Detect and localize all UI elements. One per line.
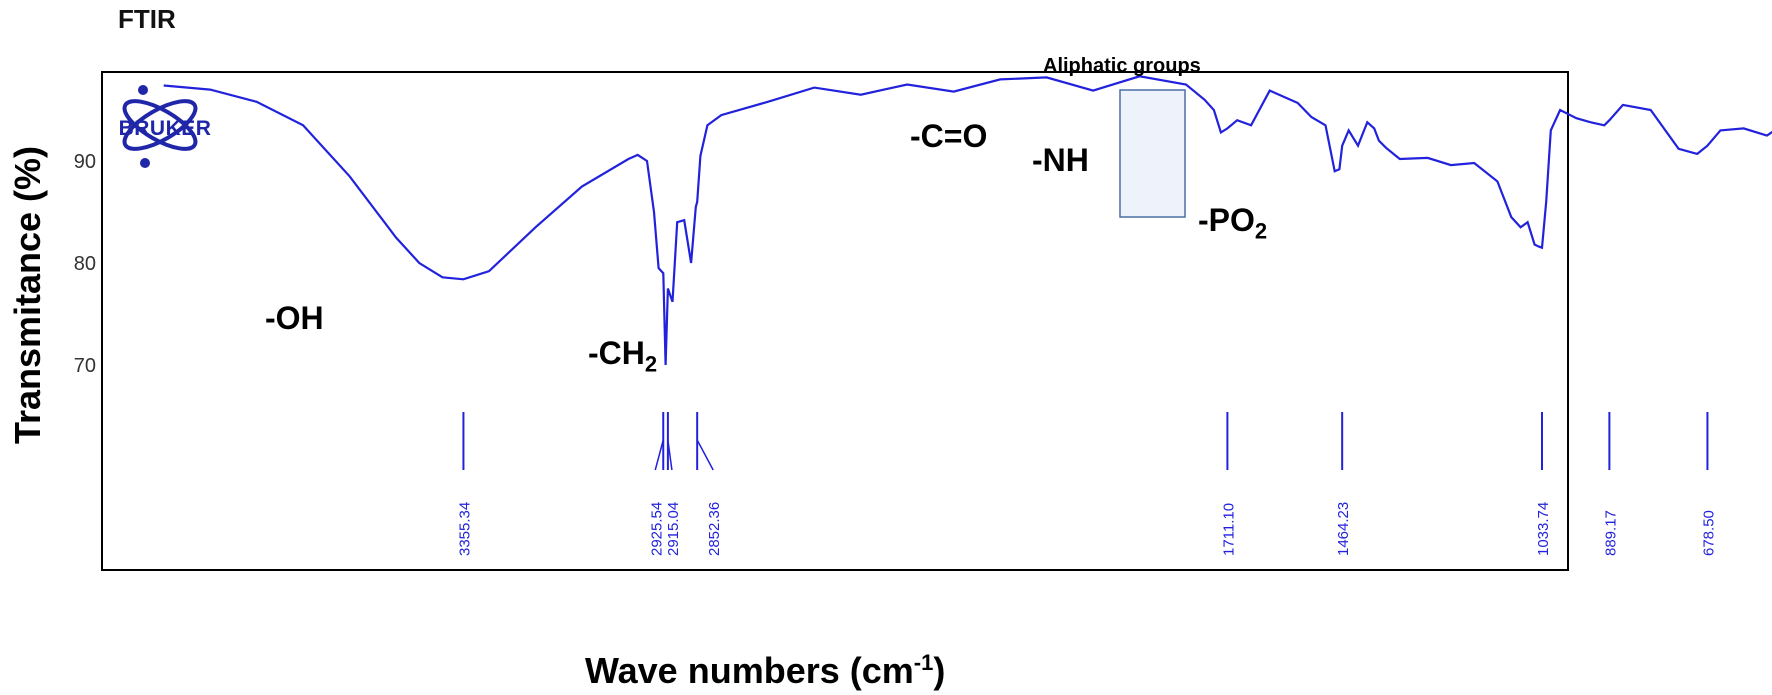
annotation-nh: -NH	[1032, 142, 1089, 178]
y-ticks: 70 80 90	[74, 151, 96, 377]
peak-label: 1033.74	[1535, 502, 1552, 556]
y-axis-label: Transmitance (%)	[7, 145, 48, 445]
peak-leader-line	[654, 439, 664, 471]
y-tick-label: 70	[74, 355, 96, 377]
peak-leader-line	[667, 439, 673, 471]
aliphatic-groups-box	[1119, 89, 1186, 218]
annotation-co: -C=O	[910, 118, 988, 154]
peak-label: 678.50	[1700, 510, 1717, 556]
logo-text: BRUKER	[118, 117, 212, 140]
annotation-ch2: -CH2	[588, 335, 658, 377]
peak-label: 2852.36	[706, 502, 723, 556]
aliphatic-groups-label: Aliphatic groups	[1043, 55, 1201, 77]
peak-label: 2925.54	[648, 502, 665, 556]
annotation-po2: -PO2	[1198, 202, 1268, 244]
y-tick-label: 90	[74, 151, 96, 173]
annotation-oh: -OH	[265, 300, 324, 336]
spectrum-line	[163, 75, 1772, 366]
bruker-logo: BRUKER	[105, 80, 225, 170]
peak-label: 2915.04	[665, 502, 682, 556]
x-axis-label: Wave numbers (cm-1)	[585, 650, 946, 691]
peak-label: 1711.10	[1220, 503, 1237, 556]
peak-label: 1464.23	[1335, 502, 1352, 556]
peak-leader-line	[696, 439, 714, 471]
peak-label: 3355.34	[456, 502, 473, 556]
atom-logo-icon	[122, 85, 198, 168]
peak-label: 889.17	[1602, 510, 1619, 556]
chart-title: FTIR	[118, 4, 176, 34]
peak-markers: 3355.34 2925.54 2915.04 2852.36 1711.10 1464.…	[456, 412, 1717, 556]
y-tick-label: 80	[74, 253, 96, 275]
